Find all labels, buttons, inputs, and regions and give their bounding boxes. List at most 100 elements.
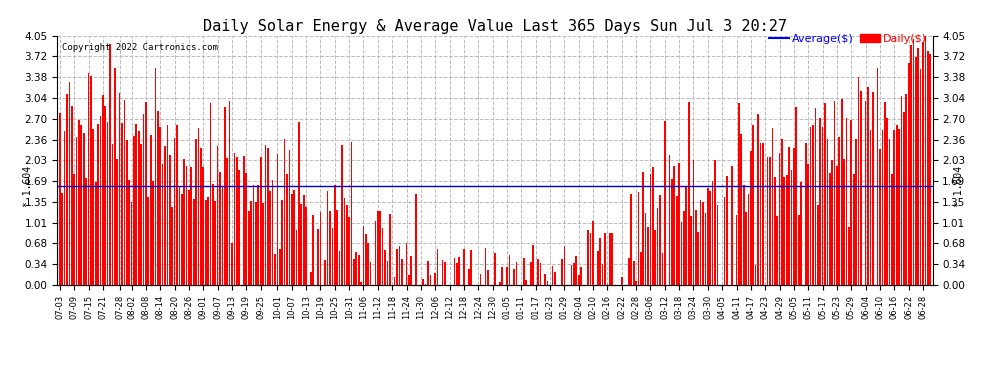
Bar: [852, 174, 854, 285]
Bar: [327, 191, 329, 285]
Bar: [250, 201, 251, 285]
Bar: [695, 210, 697, 285]
Bar: [80, 125, 82, 285]
Bar: [207, 197, 209, 285]
Bar: [444, 262, 446, 285]
Bar: [281, 200, 283, 285]
Bar: [656, 208, 658, 285]
Bar: [798, 215, 800, 285]
Bar: [731, 166, 733, 285]
Bar: [386, 261, 388, 285]
Bar: [820, 118, 821, 285]
Bar: [484, 248, 486, 285]
Bar: [117, 159, 118, 285]
Bar: [837, 166, 838, 285]
Bar: [762, 143, 763, 285]
Bar: [724, 196, 726, 285]
Bar: [580, 267, 582, 285]
Bar: [370, 262, 371, 285]
Bar: [154, 68, 156, 285]
Bar: [757, 114, 759, 285]
Bar: [597, 251, 599, 285]
Bar: [195, 139, 197, 285]
Bar: [284, 138, 285, 285]
Bar: [332, 228, 334, 285]
Bar: [384, 250, 386, 285]
Bar: [239, 170, 240, 285]
Bar: [264, 145, 266, 285]
Bar: [124, 100, 125, 285]
Bar: [365, 234, 366, 285]
Bar: [894, 130, 895, 285]
Bar: [104, 106, 106, 285]
Bar: [824, 103, 826, 285]
Bar: [317, 229, 319, 285]
Bar: [822, 127, 824, 285]
Bar: [458, 256, 460, 285]
Bar: [930, 54, 931, 285]
Bar: [186, 166, 187, 285]
Bar: [252, 185, 254, 285]
Bar: [136, 124, 138, 285]
Bar: [310, 272, 312, 285]
Bar: [133, 136, 135, 285]
Bar: [161, 164, 163, 285]
Bar: [834, 100, 836, 285]
Bar: [702, 202, 704, 285]
Bar: [925, 36, 927, 285]
Bar: [480, 274, 481, 285]
Bar: [435, 273, 436, 285]
Bar: [791, 171, 792, 285]
Bar: [487, 270, 489, 285]
Bar: [293, 189, 295, 285]
Bar: [592, 221, 594, 285]
Bar: [903, 112, 905, 285]
Bar: [631, 194, 633, 285]
Bar: [776, 216, 778, 285]
Bar: [262, 203, 264, 285]
Bar: [509, 255, 510, 285]
Bar: [231, 243, 233, 285]
Bar: [107, 122, 109, 285]
Bar: [664, 122, 665, 285]
Bar: [599, 238, 601, 285]
Bar: [355, 252, 357, 285]
Bar: [747, 194, 749, 285]
Bar: [129, 180, 130, 285]
Bar: [83, 133, 84, 285]
Bar: [269, 190, 271, 285]
Bar: [640, 252, 642, 285]
Bar: [430, 275, 432, 285]
Bar: [546, 281, 548, 285]
Bar: [676, 196, 677, 285]
Bar: [570, 266, 572, 285]
Bar: [850, 120, 852, 285]
Bar: [394, 277, 395, 285]
Bar: [353, 259, 354, 285]
Bar: [152, 181, 153, 285]
Bar: [678, 163, 680, 285]
Bar: [697, 232, 699, 285]
Bar: [59, 112, 60, 285]
Bar: [463, 249, 464, 285]
Bar: [843, 159, 844, 285]
Bar: [389, 214, 391, 285]
Bar: [673, 166, 675, 285]
Bar: [346, 205, 347, 285]
Bar: [246, 173, 248, 285]
Bar: [362, 226, 364, 285]
Bar: [339, 251, 341, 285]
Bar: [881, 130, 883, 285]
Bar: [143, 114, 145, 285]
Bar: [739, 103, 740, 285]
Bar: [602, 264, 604, 285]
Bar: [382, 228, 383, 285]
Bar: [274, 254, 276, 285]
Bar: [97, 123, 99, 285]
Bar: [526, 280, 527, 285]
Bar: [453, 258, 455, 285]
Bar: [795, 107, 797, 285]
Bar: [860, 92, 861, 285]
Bar: [183, 159, 185, 285]
Bar: [88, 73, 89, 285]
